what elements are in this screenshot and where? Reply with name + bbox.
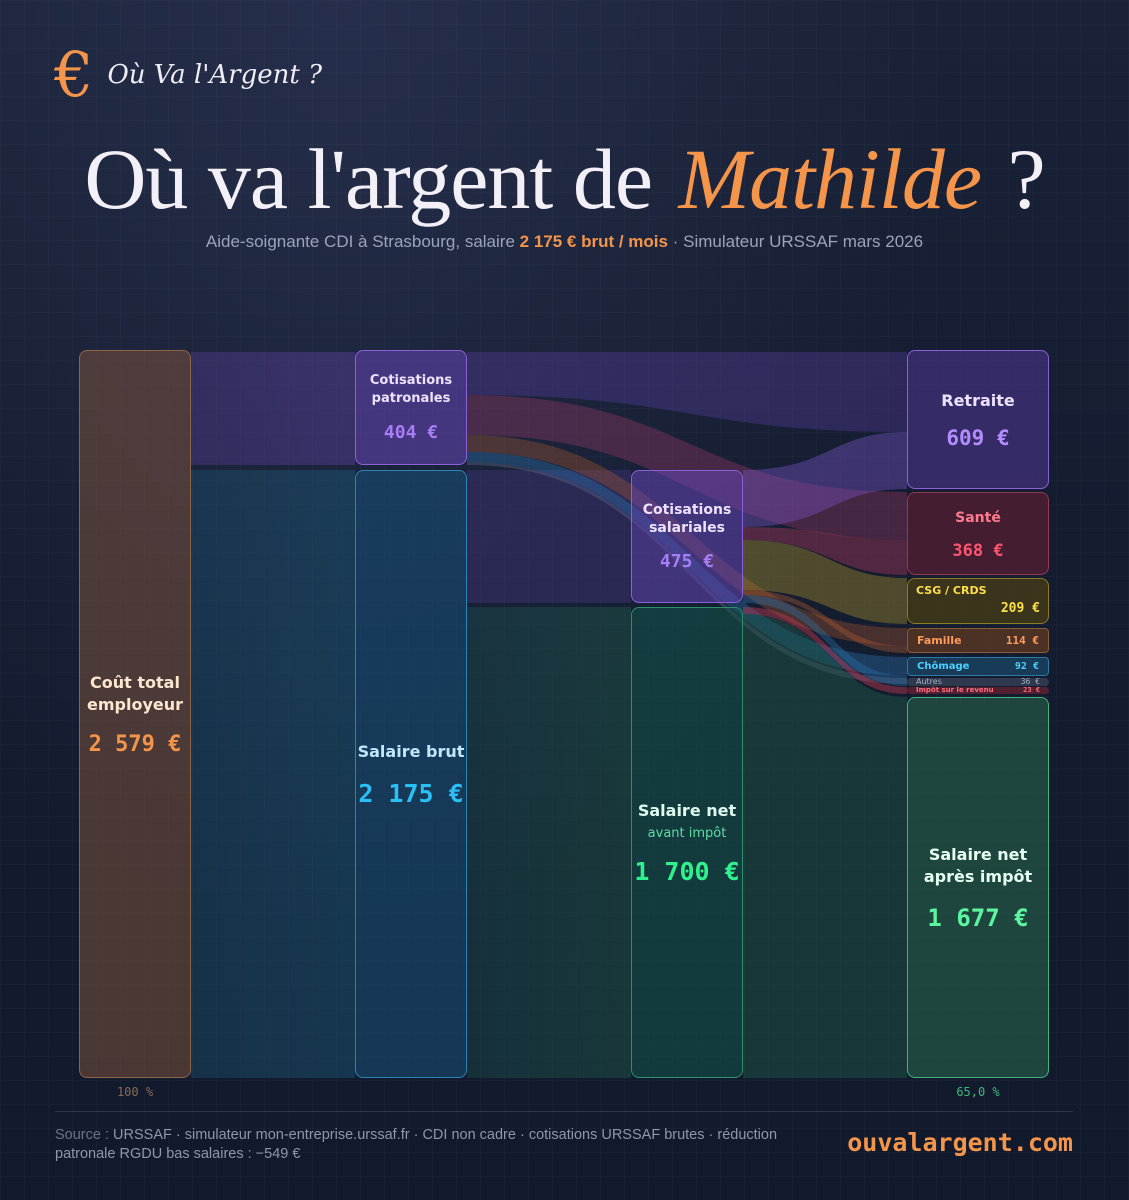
title-person-name: Mathilde bbox=[678, 131, 982, 227]
flow-salariales-to-chomage bbox=[743, 595, 907, 686]
flow-brut-to-salaire-net bbox=[467, 607, 631, 1078]
subtitle-source: · Simulateur URSSAF mars 2026 bbox=[672, 232, 924, 251]
title-prefix: Où va l'argent de bbox=[84, 131, 653, 227]
node-label: Chômage bbox=[917, 661, 970, 672]
flow-brut-to-cotisations-salariales bbox=[467, 470, 631, 603]
source-text: URSSAF · simulateur mon-entreprise.urssa… bbox=[55, 1127, 778, 1162]
source-label: Source : bbox=[55, 1127, 109, 1143]
website-link[interactable]: ouvalargent.com bbox=[847, 1128, 1073, 1157]
node-label: Autres bbox=[916, 677, 942, 686]
node-label: Famille bbox=[917, 634, 962, 647]
euro-icon: € bbox=[54, 38, 94, 111]
node-value: 368 € bbox=[952, 540, 1004, 561]
node-label: Salaire net bbox=[637, 800, 737, 820]
flow-salariales-to-sante bbox=[743, 527, 907, 575]
brand-name: Où Va l'Argent ? bbox=[107, 60, 323, 90]
node-autres: Autres 36 € bbox=[907, 678, 1049, 686]
node-cout-total-employeur: Coût total employeur 2 579 € bbox=[79, 350, 191, 1078]
flow-salariales-to-retraite bbox=[743, 432, 907, 527]
flow-patronales-to-retraite bbox=[467, 352, 907, 432]
page-title: Où va l'argent de Mathilde ? bbox=[0, 124, 1129, 234]
node-salaire-net-apres-impot: Salaire net après impôt 1 677 € bbox=[907, 697, 1049, 1078]
node-label: CSG / CRDS bbox=[916, 584, 987, 597]
node-value: 609 € bbox=[946, 425, 1010, 450]
title-suffix: ? bbox=[1007, 131, 1046, 227]
subtitle-context: Aide-soignante CDI à Strasbourg, salaire bbox=[205, 232, 515, 251]
footer-divider bbox=[55, 1111, 1073, 1112]
node-csg-crds: CSG / CRDS 209 € bbox=[907, 578, 1049, 624]
node-cotisations-salariales: Cotisations salariales 475 € bbox=[631, 470, 743, 603]
node-label: Salaire net après impôt bbox=[923, 844, 1033, 886]
node-cotisations-patronales: Cotisations patronales 404 € bbox=[355, 350, 467, 465]
node-label: Salaire brut bbox=[357, 741, 465, 761]
node-sante: Santé 368 € bbox=[907, 492, 1049, 575]
node-value: 2 579 € bbox=[88, 731, 182, 757]
flow-salariales-to-csg bbox=[743, 540, 907, 624]
node-value: 1 677 € bbox=[927, 903, 1029, 932]
node-salaire-brut: Salaire brut 2 175 € bbox=[355, 470, 467, 1078]
node-famille: Famille 114 € bbox=[907, 628, 1049, 653]
node-value: 114 € bbox=[1005, 634, 1039, 647]
node-salaire-net: Salaire net avant impôt 1 700 € bbox=[631, 607, 743, 1078]
node-value: 92 € bbox=[1014, 661, 1039, 672]
node-value: 404 € bbox=[383, 422, 439, 443]
page-subtitle: Aide-soignante CDI à Strasbourg, salaire… bbox=[0, 232, 1129, 252]
node-label: Cotisations salariales bbox=[642, 502, 732, 536]
subtitle-highlight: 2 175 € brut / mois bbox=[519, 232, 668, 251]
flow-net-to-net-apres-impot bbox=[743, 614, 907, 1078]
source-note: Source : URSSAF · simulateur mon-entrepr… bbox=[55, 1126, 835, 1164]
node-value: 1 700 € bbox=[634, 856, 740, 886]
node-impot-sur-le-revenu: Impôt sur le revenu 23 € bbox=[907, 687, 1049, 694]
node-label: Retraite bbox=[941, 390, 1015, 410]
node-label: Impôt sur le revenu bbox=[916, 686, 994, 694]
node-value: 23 € bbox=[1023, 686, 1040, 694]
node-retraite: Retraite 609 € bbox=[907, 350, 1049, 489]
node-value: 475 € bbox=[659, 551, 715, 572]
flow-patronales-to-sante bbox=[467, 395, 907, 540]
node-value: 2 175 € bbox=[358, 778, 464, 808]
brand-logo: € Où Va l'Argent ? bbox=[54, 44, 322, 106]
node-value: 209 € bbox=[1000, 601, 1040, 616]
node-label: Santé bbox=[955, 509, 1001, 526]
node-chomage: Chômage 92 € bbox=[907, 657, 1049, 676]
node-label: Coût total employeur bbox=[86, 672, 183, 714]
flow-cout-to-cotisations-patronales bbox=[191, 352, 355, 465]
node-label: Cotisations patronales bbox=[369, 373, 453, 406]
node-value: 36 € bbox=[1020, 677, 1040, 686]
node-sublabel: avant impôt bbox=[647, 825, 727, 841]
flow-cout-to-salaire-brut bbox=[191, 470, 355, 1078]
percent-net: 65,0 % bbox=[956, 1085, 1000, 1099]
percent-total: 100 % bbox=[116, 1085, 154, 1099]
flow-salariales-to-famille bbox=[743, 590, 907, 653]
